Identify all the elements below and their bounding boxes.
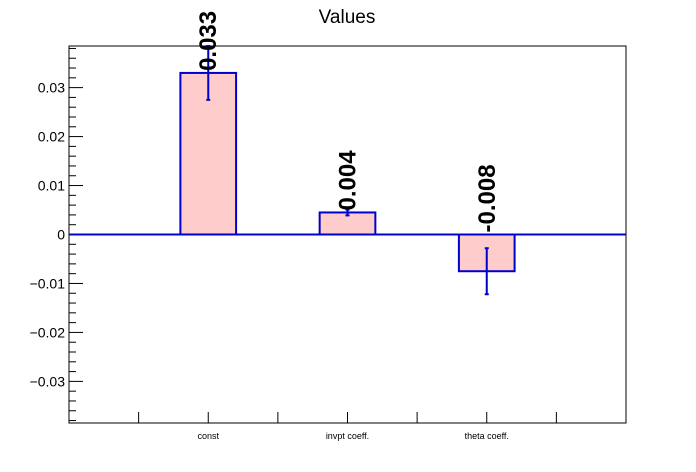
x-axis: const invpt coeff. theta coeff. <box>138 412 557 441</box>
chart-title: Values <box>319 7 376 28</box>
data-label: 0.004 <box>335 150 362 211</box>
y-tick-label: −0.01 <box>30 275 66 291</box>
data-label: 0.033 <box>195 11 222 71</box>
bar-series <box>179 45 516 296</box>
y-axis: −0.03 −0.02 −0.01 0 0.01 0.02 0.03 <box>30 47 83 422</box>
data-label: -0.008 <box>474 164 501 232</box>
x-tick-label: theta coeff. <box>465 431 509 441</box>
x-tick-label: invpt coeff. <box>326 431 369 441</box>
y-tick-label: 0.01 <box>38 178 65 194</box>
x-tick-label: const <box>197 431 219 441</box>
data-labels: 0.033 0.004 -0.008 <box>195 11 501 233</box>
y-tick-label: 0.02 <box>38 129 65 145</box>
y-tick-label: −0.03 <box>30 373 66 389</box>
y-tick-label: 0.03 <box>38 80 65 96</box>
y-tick-label: −0.02 <box>30 324 66 340</box>
y-tick-label: 0 <box>57 227 65 243</box>
